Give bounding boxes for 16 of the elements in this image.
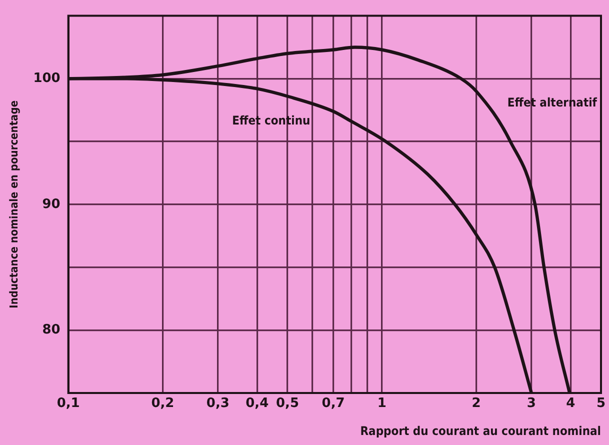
x-tick-label: 0,1 [56,396,80,412]
x-tick-label: 3 [526,396,536,412]
y-tick-label: 90 [42,196,60,212]
y-tick-label: 100 [33,71,60,86]
x-tick-label: 0,4 [246,396,269,412]
y-axis-title: Inductance nominale en pourcentage [7,100,20,308]
x-axis-title: Rapport du courant au courant nominal [360,424,601,438]
x-tick-label: 0,3 [206,396,230,412]
x-tick-label: 2 [472,396,481,412]
x-tick-label: 4 [566,396,576,412]
x-tick-label: 1 [377,396,386,412]
x-tick-label: 5 [596,396,606,412]
x-tick-label: 0,5 [276,396,299,412]
x-tick-label: 0,7 [322,396,345,412]
x-tick-label: 0,2 [151,396,174,412]
y-tick-label: 80 [42,322,60,338]
